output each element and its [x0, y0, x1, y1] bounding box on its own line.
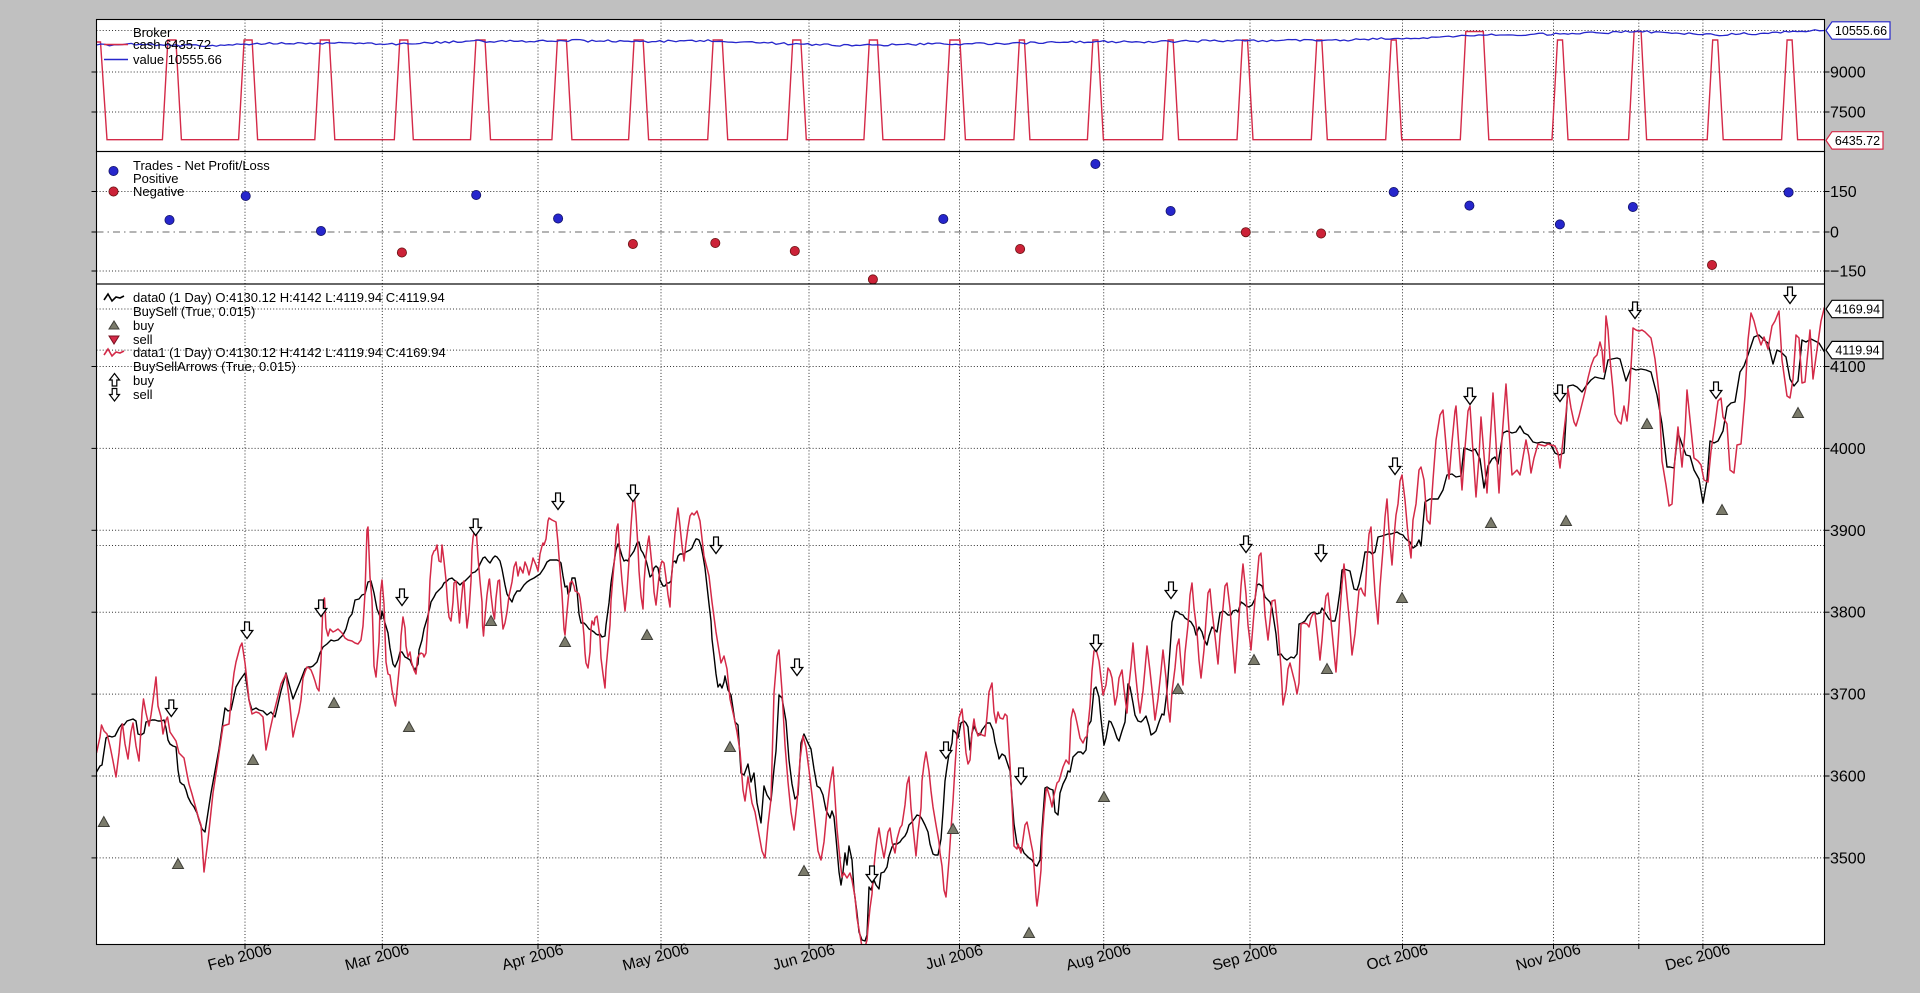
svg-text:0: 0 [1830, 225, 1839, 242]
svg-text:buy: buy [133, 318, 154, 333]
svg-text:9000: 9000 [1830, 65, 1866, 82]
svg-text:3700: 3700 [1830, 687, 1866, 704]
svg-text:6435.72: 6435.72 [1835, 134, 1880, 148]
svg-text:value 10555.66: value 10555.66 [133, 52, 222, 67]
svg-text:150: 150 [1830, 184, 1857, 201]
svg-text:−150: −150 [1830, 264, 1866, 281]
svg-text:data0 (1 Day) O:4130.12 H:4142: data0 (1 Day) O:4130.12 H:4142 L:4119.94… [133, 290, 445, 305]
svg-text:Trades - Net Profit/Loss: Trades - Net Profit/Loss [133, 158, 270, 173]
svg-text:sell: sell [133, 332, 153, 347]
svg-text:3500: 3500 [1830, 850, 1866, 867]
svg-text:BuySellArrows (True, 0.015): BuySellArrows (True, 0.015) [133, 359, 296, 374]
svg-text:4000: 4000 [1830, 441, 1866, 458]
svg-text:sell: sell [133, 387, 153, 402]
svg-text:3900: 3900 [1830, 523, 1866, 540]
svg-text:4100: 4100 [1830, 359, 1866, 376]
svg-text:cash 6435.72: cash 6435.72 [133, 37, 211, 52]
svg-text:buy: buy [133, 373, 154, 388]
svg-text:data1 (1 Day) O:4130.12 H:4142: data1 (1 Day) O:4130.12 H:4142 L:4119.94… [133, 345, 446, 360]
svg-text:BuySell (True, 0.015): BuySell (True, 0.015) [133, 304, 255, 319]
svg-text:3600: 3600 [1830, 769, 1866, 786]
svg-text:4169.94: 4169.94 [1835, 303, 1880, 317]
svg-text:7500: 7500 [1830, 105, 1866, 122]
svg-text:Broker: Broker [133, 25, 172, 40]
svg-text:10555.66: 10555.66 [1835, 24, 1887, 38]
svg-text:4119.94: 4119.94 [1835, 344, 1879, 358]
svg-text:Negative: Negative [133, 184, 184, 199]
svg-text:3800: 3800 [1830, 605, 1866, 622]
svg-text:Positive: Positive [133, 171, 179, 186]
